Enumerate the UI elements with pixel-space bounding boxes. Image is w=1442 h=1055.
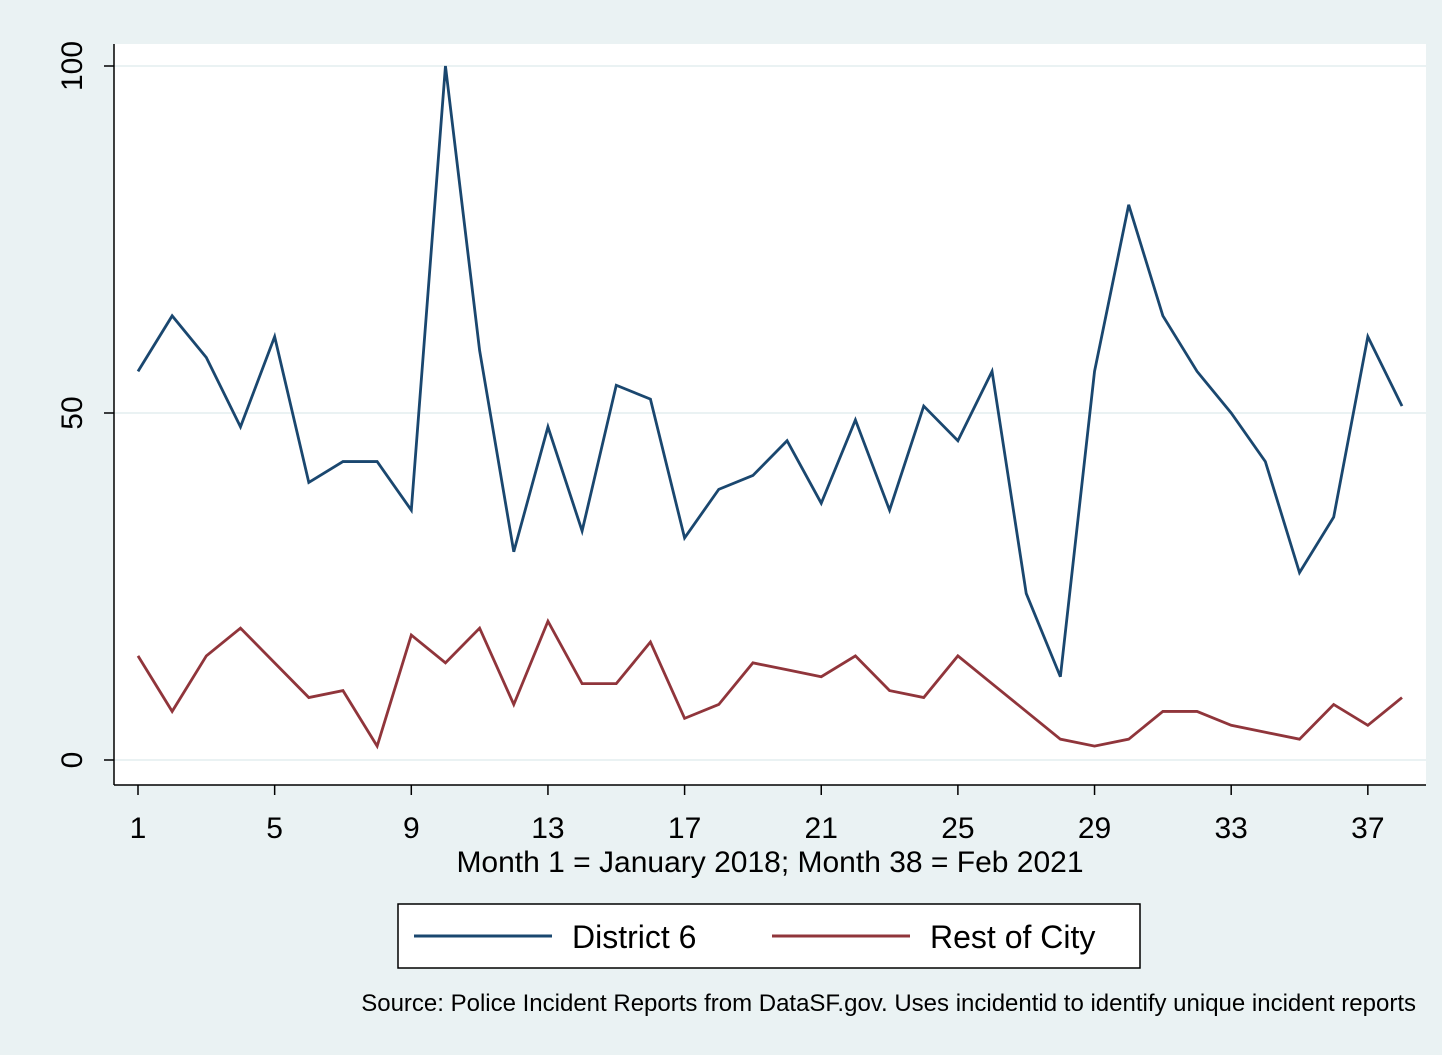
- y-axis-ticks: 0 50 100: [56, 41, 114, 768]
- y-tick-label-0: 0: [56, 752, 89, 769]
- x-axis-ticks: 1 5 9 13 17 21 25 29 33 37: [130, 785, 1385, 845]
- x-tick-label-9: 9: [403, 812, 420, 845]
- y-tick-label-100: 100: [56, 41, 89, 91]
- legend-label-district-6: District 6: [572, 919, 696, 955]
- x-tick-label-17: 17: [668, 812, 701, 845]
- x-tick-label-37: 37: [1351, 812, 1384, 845]
- x-tick-label-25: 25: [941, 812, 974, 845]
- series-line-rest-of-city: [136, 617, 1403, 750]
- legend-label-rest-of-city: Rest of City: [930, 919, 1095, 955]
- x-tick-label-33: 33: [1215, 812, 1248, 845]
- axes: [113, 44, 1426, 786]
- x-axis-title: Month 1 = January 2018; Month 38 = Feb 2…: [456, 846, 1083, 879]
- series-line-district-6: [136, 65, 1404, 678]
- series-lines: [136, 65, 1404, 750]
- y-tick-label-50: 50: [56, 396, 89, 429]
- plot-area: [114, 44, 1426, 785]
- x-tick-label-5: 5: [266, 812, 283, 845]
- x-tick-label-13: 13: [531, 812, 564, 845]
- x-tick-label-1: 1: [130, 812, 147, 845]
- source-note: Source: Police Incident Reports from Dat…: [361, 990, 1416, 1017]
- legend: District 6 Rest of City: [397, 903, 1141, 969]
- x-tick-label-21: 21: [805, 812, 838, 845]
- gridlines: [114, 65, 1426, 761]
- x-tick-label-29: 29: [1078, 812, 1111, 845]
